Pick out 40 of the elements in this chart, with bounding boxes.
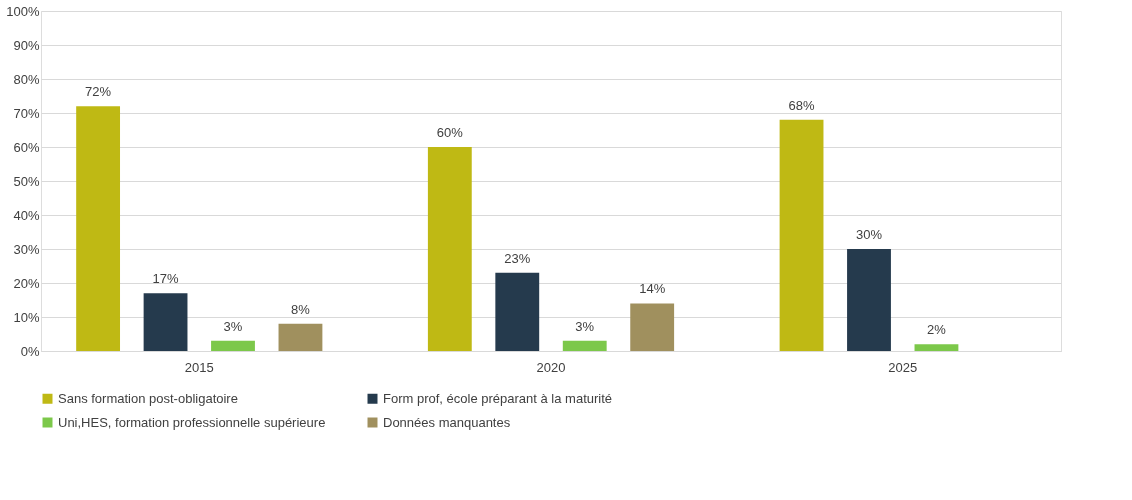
x-tick-label: 2025 [888,359,918,375]
y-tick-label: 10% [13,309,40,325]
y-tick-label: 50% [13,173,40,189]
bar [495,272,540,351]
text: 23% [504,250,531,266]
text: 30% [855,227,883,242]
text: 3% [223,318,243,334]
bar [143,293,188,351]
y-tick-label: 100% [6,3,40,19]
bar [211,340,255,351]
legend-label: Données manquantes [383,414,511,430]
text: 60% [436,125,463,140]
y-tick-label: 20% [13,275,40,291]
x-tick-label: 2015 [184,359,214,375]
text: 8% [291,301,310,317]
legend-label: Form prof, école préparant à la maturité [383,390,613,406]
text: 17% [152,271,179,287]
bar [914,344,959,351]
bar [562,340,607,351]
bar [847,249,891,351]
legend-label: Uni,HES, formation professionnelle supérieure [58,414,326,430]
y-tick-label: 30% [13,241,40,257]
bar [630,303,675,351]
text: 2% [927,322,946,338]
y-tick-label: 0% [20,343,40,359]
bar [278,323,323,351]
text: 68% [788,97,815,113]
y-tick-label: 90% [13,37,40,53]
x-tick-label: 2020 [536,359,566,375]
bar [427,147,472,351]
y-tick-label: 80% [13,71,40,87]
text: 72% [85,84,112,100]
y-tick-label: 40% [13,207,40,223]
bar [76,106,121,351]
text: 3% [575,318,595,334]
bar [779,119,824,351]
text: 14% [639,281,666,297]
y-tick-label: 60% [13,139,40,155]
y-tick-label: 70% [13,105,40,121]
legend-label: Sans formation post-obligatoire [58,390,238,406]
